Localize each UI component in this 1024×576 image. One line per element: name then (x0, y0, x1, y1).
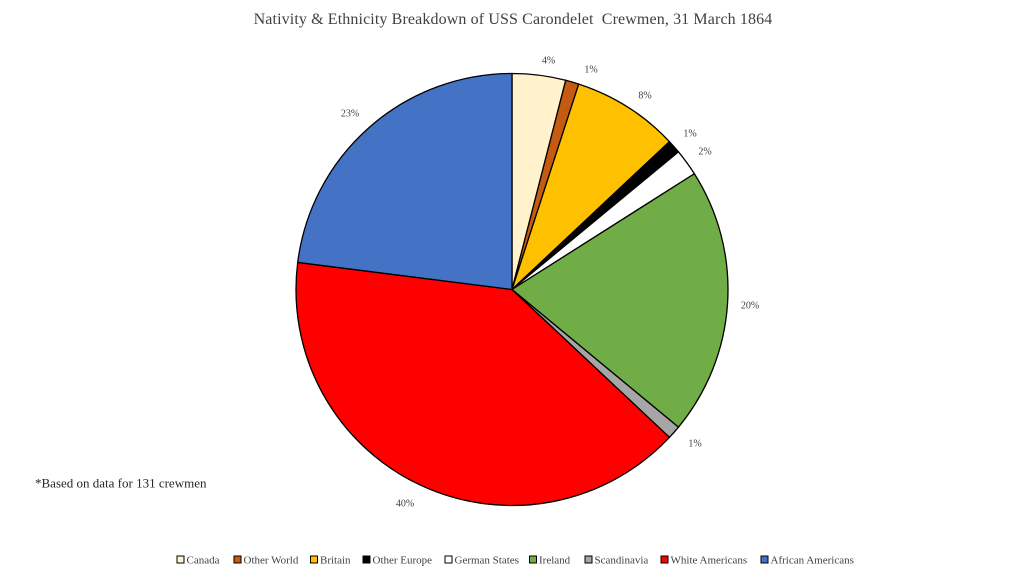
svg-text:African Americans: African Americans (771, 555, 854, 567)
svg-text:Nativity & Ethnicity Breakdown: Nativity & Ethnicity Breakdown of USS Ca… (254, 11, 773, 28)
svg-text:Other Europe: Other Europe (373, 555, 433, 567)
svg-text:40%: 40% (396, 499, 414, 510)
svg-text:Scandinavia: Scandinavia (595, 555, 649, 567)
svg-text:Canada: Canada (187, 555, 220, 567)
svg-text:German States: German States (455, 555, 519, 567)
svg-text:1%: 1% (584, 65, 597, 76)
svg-text:1%: 1% (683, 129, 696, 140)
svg-text:Ireland: Ireland (539, 555, 571, 567)
svg-text:2%: 2% (698, 147, 711, 158)
svg-text:White Americans: White Americans (671, 555, 748, 567)
svg-text:1%: 1% (688, 439, 701, 450)
svg-text:*Based on data for 131 crewmen: *Based on data for 131 crewmen (35, 476, 207, 491)
svg-text:20%: 20% (741, 301, 759, 312)
svg-text:Other World: Other World (244, 555, 299, 567)
svg-text:23%: 23% (341, 109, 359, 120)
svg-text:8%: 8% (638, 91, 651, 102)
svg-text:Britain: Britain (320, 555, 351, 567)
svg-text:4%: 4% (542, 56, 555, 67)
